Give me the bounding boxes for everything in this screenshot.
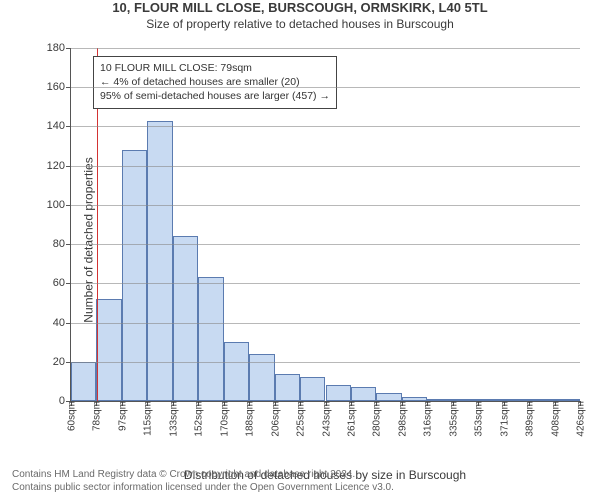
grid-line [71,362,580,363]
histogram-bar [173,236,198,401]
histogram-bar [376,393,401,401]
x-tick-label: 243sqm [319,401,332,437]
x-tick-label: 426sqm [574,401,587,437]
x-tick-label: 335sqm [446,401,459,437]
grid-line [71,87,580,88]
y-tick-label: 120 [47,160,71,172]
histogram-bar [351,387,376,401]
x-tick-label: 115sqm [141,401,154,436]
x-tick-label: 152sqm [192,401,205,437]
x-tick-label: 206sqm [268,401,281,437]
x-tick-label: 389sqm [523,401,536,437]
chart-container: Number of detached properties 10 FLOUR M… [0,40,600,440]
x-tick-label: 97sqm [115,401,128,431]
page-title: 10, FLOUR MILL CLOSE, BURSCOUGH, ORMSKIR… [0,0,600,15]
x-tick-label: 78sqm [90,401,103,431]
page-subtitle: Size of property relative to detached ho… [0,17,600,31]
histogram-bar [96,299,121,401]
x-tick-label: 353sqm [472,401,485,437]
grid-line [71,126,580,127]
histogram-bar [300,377,325,401]
footer: Contains HM Land Registry data © Crown c… [12,468,588,494]
grid-line [71,166,580,167]
grid-line [71,283,580,284]
y-tick-label: 160 [47,81,71,93]
x-tick-label: 371sqm [497,401,510,437]
x-tick-label: 188sqm [243,401,256,437]
y-tick-label: 20 [53,356,71,368]
x-tick-label: 170sqm [217,401,230,437]
y-tick-label: 40 [53,317,71,329]
grid-line [71,48,580,49]
grid-line [71,323,580,324]
annotation-line: 95% of semi-detached houses are larger (… [100,89,330,103]
plot-area: 10 FLOUR MILL CLOSE: 79sqm ← 4% of detac… [70,48,580,402]
histogram-bar [122,150,147,401]
x-tick-label: 133sqm [166,401,179,437]
histogram-bar [71,362,96,401]
x-tick-label: 280sqm [370,401,383,437]
footer-line: Contains HM Land Registry data © Crown c… [12,468,588,481]
x-tick-label: 261sqm [344,401,357,437]
y-tick-label: 180 [47,42,71,54]
histogram-bar [198,277,223,401]
grid-line [71,205,580,206]
histogram-bar [224,342,249,401]
y-tick-label: 60 [53,277,71,289]
histogram-bar [275,374,300,401]
grid-line [71,244,580,245]
x-tick-label: 298sqm [395,401,408,437]
y-tick-label: 80 [53,238,71,250]
x-tick-label: 225sqm [294,401,307,437]
x-tick-label: 60sqm [65,401,78,431]
annotation-box: 10 FLOUR MILL CLOSE: 79sqm ← 4% of detac… [93,56,337,109]
x-tick-label: 316sqm [421,401,434,437]
annotation-line: 10 FLOUR MILL CLOSE: 79sqm [100,61,330,75]
y-tick-label: 140 [47,120,71,132]
histogram-bar [147,121,172,401]
y-tick-label: 100 [47,199,71,211]
x-tick-label: 408sqm [548,401,561,437]
footer-line: Contains public sector information licen… [12,481,588,494]
histogram-bar [326,385,351,401]
